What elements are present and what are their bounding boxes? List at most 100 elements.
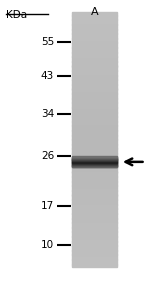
Bar — [72, 166, 117, 167]
Bar — [72, 155, 117, 156]
Bar — [72, 230, 117, 232]
Bar — [72, 82, 117, 83]
Bar — [72, 216, 117, 217]
Bar — [72, 163, 117, 164]
Bar — [72, 159, 117, 160]
Bar — [72, 56, 117, 58]
Bar — [72, 91, 117, 92]
Text: 26: 26 — [41, 151, 54, 161]
Bar — [72, 73, 117, 75]
Bar — [72, 180, 117, 182]
Bar — [72, 95, 117, 96]
Bar — [72, 266, 117, 267]
Bar — [72, 80, 117, 82]
Bar — [72, 17, 117, 18]
Bar — [72, 253, 117, 255]
Bar — [72, 65, 117, 67]
Bar — [72, 174, 117, 175]
Bar — [72, 64, 117, 66]
Bar — [72, 96, 117, 97]
Bar — [72, 84, 117, 86]
Bar — [72, 195, 117, 197]
Bar — [72, 190, 117, 192]
Bar — [72, 229, 117, 230]
Bar — [72, 33, 117, 35]
Bar — [72, 120, 117, 122]
Bar — [72, 173, 117, 174]
Bar — [72, 224, 117, 225]
Bar — [72, 184, 117, 186]
Bar — [72, 158, 117, 159]
Bar — [72, 118, 117, 119]
Bar — [72, 217, 117, 219]
Bar — [72, 127, 117, 128]
Bar — [72, 61, 117, 63]
Bar — [72, 252, 117, 253]
Bar — [72, 198, 117, 200]
Bar — [72, 219, 117, 220]
Text: 34: 34 — [41, 109, 54, 119]
Bar — [72, 206, 117, 207]
Bar — [72, 24, 117, 26]
Bar — [72, 235, 117, 237]
Bar — [72, 37, 117, 39]
Bar — [72, 54, 117, 55]
Bar — [72, 200, 117, 202]
Bar — [72, 164, 117, 165]
Bar — [72, 239, 117, 241]
Bar — [72, 188, 117, 189]
Bar — [72, 55, 117, 57]
Bar — [72, 93, 117, 95]
Bar — [72, 29, 117, 31]
Bar — [72, 197, 117, 198]
Bar — [72, 249, 117, 251]
Bar — [72, 178, 117, 179]
Bar — [72, 69, 117, 71]
Bar — [72, 175, 117, 177]
Bar — [72, 135, 117, 137]
Bar — [72, 53, 117, 54]
Bar — [72, 109, 117, 110]
Text: A: A — [91, 7, 98, 18]
Bar — [72, 243, 117, 244]
Bar — [72, 78, 117, 80]
Text: 55: 55 — [41, 37, 54, 47]
Bar — [72, 101, 117, 102]
Bar — [72, 166, 117, 167]
Bar — [72, 165, 117, 166]
Bar — [72, 159, 117, 160]
Bar — [72, 236, 117, 238]
Bar — [72, 171, 117, 173]
Bar — [72, 160, 117, 161]
Bar — [72, 139, 117, 141]
Bar — [72, 119, 117, 121]
Bar — [72, 254, 117, 256]
Bar — [72, 215, 117, 216]
Bar — [72, 161, 117, 162]
Bar — [72, 164, 117, 165]
Bar — [72, 164, 117, 165]
Bar — [72, 160, 117, 161]
Bar — [72, 147, 117, 148]
Bar — [72, 179, 117, 181]
Bar — [72, 226, 117, 228]
Bar — [72, 13, 117, 15]
Bar — [72, 98, 117, 100]
Bar — [72, 19, 117, 21]
Bar — [72, 26, 117, 27]
Bar — [72, 138, 117, 140]
Bar — [72, 111, 117, 113]
Bar — [72, 105, 117, 106]
Bar — [72, 130, 117, 132]
Bar — [72, 123, 117, 124]
Bar — [72, 63, 117, 64]
Bar — [72, 162, 117, 163]
Bar — [72, 22, 117, 23]
Bar — [72, 213, 117, 215]
Bar — [72, 23, 117, 25]
Bar — [72, 156, 117, 157]
Bar — [72, 169, 117, 170]
Bar — [72, 92, 117, 94]
Bar — [72, 31, 117, 32]
Bar — [72, 106, 117, 108]
